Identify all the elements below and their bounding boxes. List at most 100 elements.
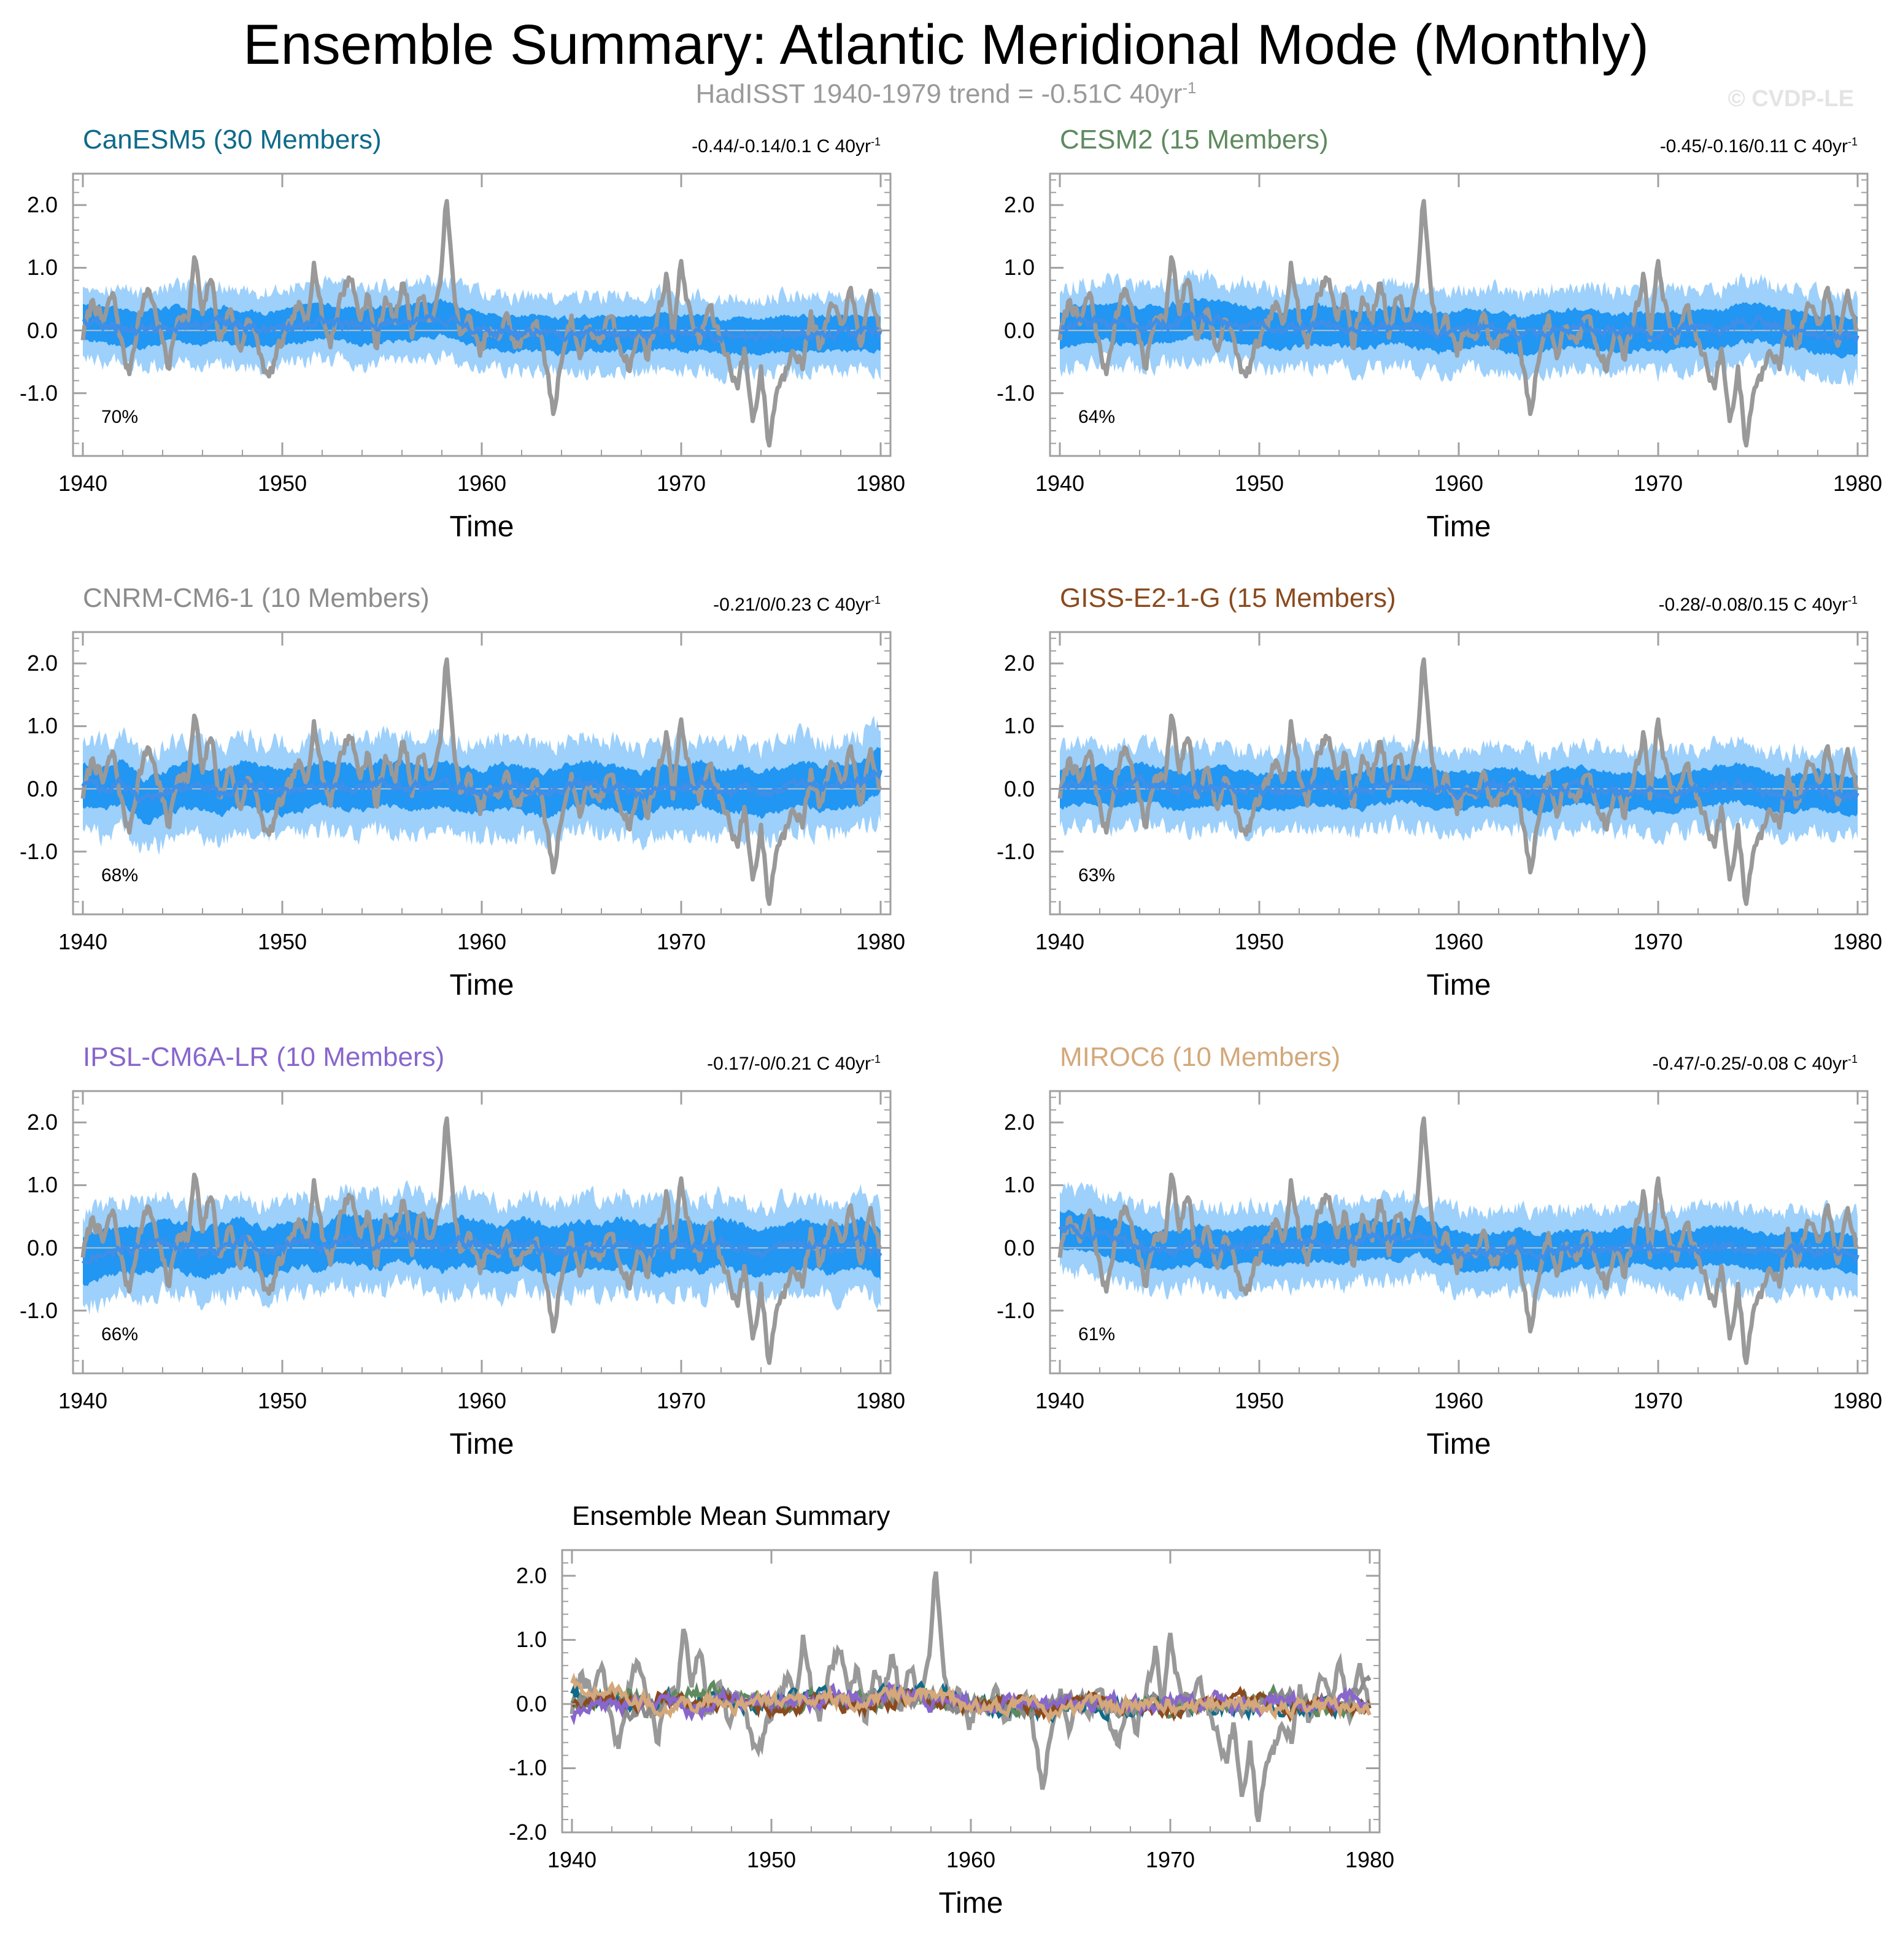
plot-frame [561, 1549, 1381, 1834]
page-subtitle: HadISST 1940-1979 trend = -0.51C 40yr-1 [0, 79, 1892, 110]
x-tick-label: 1980 [1832, 1388, 1883, 1413]
x-tick-label: 1950 [746, 1847, 797, 1872]
x-tick-label: 1940 [1035, 471, 1085, 496]
panel-percent: 66% [101, 1324, 139, 1345]
panel-title: MIROC6 (10 Members) [1060, 1042, 1341, 1072]
plot-frame [72, 1090, 892, 1375]
ensemble-mean-line [82, 313, 882, 344]
x-axis-title: Time [1426, 511, 1491, 543]
model-mean-line-6 [570, 1672, 1372, 1725]
trend-text: -0.45/-0.16/0.11 C 40yr [1659, 136, 1848, 156]
x-tick-label: 1960 [1434, 929, 1484, 954]
y-tick-label: 1.0 [1003, 713, 1035, 739]
y-tick-label: 2.0 [26, 192, 58, 218]
x-tick-label: 1970 [1633, 1388, 1683, 1413]
observed-line [80, 1116, 882, 1365]
y-tick-label: 0.0 [515, 1691, 547, 1716]
plot-frame [1049, 631, 1869, 916]
panel-title: IPSL-CM6A-LR (10 Members) [83, 1042, 445, 1072]
observed-line [1057, 1116, 1859, 1365]
y-tick-label: 2.0 [26, 1109, 58, 1135]
ensemble-mean-line [81, 768, 882, 806]
x-tick-label: 1950 [257, 1388, 307, 1413]
x-tick-label: 1980 [855, 1388, 906, 1413]
y-tick-label: -1.0 [996, 1297, 1035, 1323]
x-tick-label: 1940 [1035, 1388, 1085, 1413]
y-tick-label: -1.0 [19, 1297, 58, 1323]
observed-line [1057, 657, 1859, 906]
y-tick-label: -1.0 [508, 1755, 547, 1781]
x-tick-label: 1980 [855, 929, 906, 954]
y-tick-label: 0.0 [26, 776, 58, 801]
x-tick-label: 1950 [257, 929, 307, 954]
x-tick-label: 1970 [656, 929, 706, 954]
panel-trend: -0.47/-0.25/-0.08 C 40yr-1 [1551, 1053, 1858, 1075]
observed-line [80, 199, 882, 448]
band-outer [83, 1179, 881, 1315]
panel-title: GISS-E2-1-G (15 Members) [1060, 583, 1396, 613]
panel-trend: -0.44/-0.14/0.1 C 40yr-1 [574, 136, 881, 157]
y-tick-label: 0.0 [1003, 1235, 1035, 1260]
x-tick-label: 1940 [58, 929, 108, 954]
x-axis-title: Time [449, 511, 514, 543]
panel-trend: -0.21/0/0.23 C 40yr-1 [574, 594, 881, 615]
band-inner [83, 298, 881, 357]
trend-superscript: -1 [1847, 594, 1858, 606]
x-axis-title: Time [449, 1428, 514, 1460]
x-tick-label: 1940 [547, 1847, 597, 1872]
trend-superscript: -1 [1847, 1053, 1858, 1065]
x-axis-title: Time [1426, 969, 1491, 1001]
y-tick-label: 1.0 [26, 1172, 58, 1198]
panel-percent: 64% [1078, 407, 1116, 427]
y-tick-label: 1.0 [1003, 1172, 1035, 1198]
trend-text: -0.47/-0.25/-0.08 C 40yr [1652, 1054, 1848, 1074]
band-inner [1060, 298, 1858, 359]
band-inner [1060, 1210, 1858, 1276]
ensemble-mean-line [1059, 310, 1859, 345]
band-inner [1060, 762, 1858, 817]
subtitle-superscript: -1 [1182, 79, 1197, 97]
subtitle-text: HadISST 1940-1979 trend = -0.51C 40yr [695, 79, 1183, 109]
x-axis-title: Time [449, 969, 514, 1001]
panel-title: CNRM-CM6-1 (10 Members) [83, 583, 430, 613]
x-tick-label: 1960 [457, 471, 507, 496]
y-tick-label: 1.0 [1003, 255, 1035, 280]
y-tick-label: 2.0 [1003, 650, 1035, 676]
trend-superscript: -1 [870, 136, 881, 148]
panel-percent: 68% [101, 865, 139, 885]
plot-frame [1049, 1090, 1869, 1375]
y-tick-label: -1.0 [996, 380, 1035, 406]
x-tick-label: 1980 [1832, 471, 1883, 496]
page-title: Ensemble Summary: Atlantic Meridional Mo… [243, 14, 1649, 76]
y-tick-label: 1.0 [515, 1627, 547, 1653]
y-tick-label: 0.0 [26, 317, 58, 343]
x-tick-label: 1970 [1633, 929, 1683, 954]
x-tick-label: 1960 [1434, 1388, 1484, 1413]
trend-text: -0.28/-0.08/0.15 C 40yr [1658, 595, 1848, 615]
x-tick-label: 1950 [1234, 929, 1284, 954]
x-tick-label: 1960 [457, 929, 507, 954]
plot-frame [72, 631, 892, 916]
trend-superscript: -1 [870, 594, 881, 606]
x-tick-label: 1940 [1035, 929, 1085, 954]
band-inner [83, 1210, 881, 1286]
plot-frame [1049, 172, 1869, 457]
model-mean-line-3 [571, 1674, 1372, 1723]
plot-frame [72, 172, 892, 457]
panel-percent: 61% [1078, 1324, 1116, 1345]
x-tick-label: 1980 [1345, 1847, 1395, 1872]
panel-trend: -0.28/-0.08/0.15 C 40yr-1 [1551, 594, 1858, 615]
x-tick-label: 1960 [946, 1847, 996, 1872]
x-tick-label: 1970 [1145, 1847, 1195, 1872]
x-tick-label: 1940 [58, 471, 108, 496]
trend-superscript: -1 [870, 1053, 881, 1065]
panel-percent: 70% [101, 407, 139, 427]
x-tick-label: 1950 [257, 471, 307, 496]
trend-text: -0.17/-0/0.21 C 40yr [707, 1054, 871, 1074]
model-mean-line-1 [570, 1680, 1371, 1724]
x-axis-title: Time [938, 1887, 1003, 1919]
x-tick-label: 1980 [855, 471, 906, 496]
y-tick-label: 2.0 [515, 1562, 547, 1588]
y-tick-label: 0.0 [26, 1235, 58, 1260]
trend-text: -0.44/-0.14/0.1 C 40yr [692, 136, 871, 156]
